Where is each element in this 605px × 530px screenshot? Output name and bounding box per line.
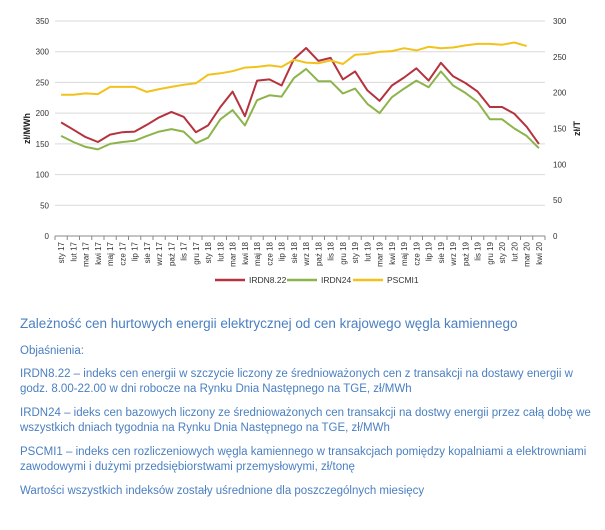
x-tick-label: gru 18 bbox=[339, 241, 348, 264]
y-left-tick-label: 150 bbox=[36, 140, 50, 149]
x-tick-label: lis 17 bbox=[180, 241, 189, 260]
x-tick-label: kwi 17 bbox=[94, 241, 103, 264]
legend-label: IRDN8.22 bbox=[249, 275, 287, 285]
x-tick-label: sty 17 bbox=[57, 241, 66, 263]
x-tick-label: lis 19 bbox=[474, 241, 483, 260]
x-tick-label: maj 18 bbox=[253, 241, 262, 266]
y-left-axis-title: zł/MWh bbox=[22, 113, 32, 144]
x-tick-label: kwi 19 bbox=[388, 241, 397, 264]
series-line-irdn24 bbox=[60, 67, 540, 151]
x-tick-label: cze 19 bbox=[412, 241, 421, 265]
x-tick-label: kwi 18 bbox=[241, 241, 250, 264]
explanation-averaging-note: Wartości wszystkich indeksów zostały uśr… bbox=[20, 485, 425, 497]
x-tick-label: wrz 17 bbox=[155, 241, 164, 266]
x-tick-label: lut 18 bbox=[216, 241, 225, 261]
legend-label: IRDN24 bbox=[321, 275, 352, 285]
y-left-tick-label: 350 bbox=[36, 17, 50, 26]
caption-area: Zależność cen hurtowych energii elektryc… bbox=[20, 316, 595, 508]
x-tick-label: paź 18 bbox=[314, 241, 323, 266]
x-tick-label: paź 19 bbox=[461, 241, 470, 266]
x-tick-label: wrz 19 bbox=[449, 241, 458, 266]
x-tick-label: paź 17 bbox=[167, 241, 176, 266]
explanation-pscmi1: PSCMI1 – indeks cen rozliczeniowych węgl… bbox=[20, 446, 587, 473]
x-tick-label: lip 19 bbox=[425, 241, 434, 261]
y-right-tick-labels: 0 50 100 150 200 250 300 bbox=[553, 17, 567, 241]
explanation-irdn822: IRDN8.22 – indeks cen energii w szczycie… bbox=[20, 368, 573, 395]
y-left-tick-label: 100 bbox=[36, 171, 50, 180]
x-tick-labels: sty 17 lut 17 mar 17 kwi 17 maj 17 cze 17 lip … bbox=[54, 236, 546, 267]
chart-grid bbox=[55, 20, 545, 237]
x-tick-label: mar 18 bbox=[229, 241, 238, 266]
x-tick-label: mar 20 bbox=[523, 241, 532, 266]
chart-legend: IRDN8.22 IRDN24 PSCMI1 bbox=[215, 275, 419, 285]
x-tick-label: lut 19 bbox=[363, 241, 372, 261]
x-tick-label: sie 17 bbox=[143, 241, 152, 263]
y-left-tick-label: 300 bbox=[36, 48, 50, 57]
x-tick-label: kwi 20 bbox=[535, 241, 544, 264]
x-tick-label: gru 19 bbox=[486, 241, 495, 264]
explanations-heading: Objaśnienia: bbox=[20, 345, 84, 357]
explanation-irdn24: IRDN24 – ideks cen bazowych liczony ze ś… bbox=[20, 407, 591, 434]
y-right-tick-label: 50 bbox=[553, 196, 562, 205]
y-right-tick-label: 100 bbox=[553, 160, 567, 169]
x-tick-label: lip 18 bbox=[278, 241, 287, 261]
x-tick-label: mar 17 bbox=[82, 241, 91, 266]
x-tick-label: maj 19 bbox=[400, 241, 409, 266]
x-tick-label: gru 17 bbox=[192, 241, 201, 264]
x-tick-label: cze 18 bbox=[265, 241, 274, 265]
y-left-tick-label: 0 bbox=[45, 232, 50, 241]
x-tick-label: sie 18 bbox=[290, 241, 299, 263]
x-tick-label: lip 17 bbox=[131, 241, 140, 261]
y-right-tick-label: 250 bbox=[553, 53, 567, 62]
y-left-tick-label: 50 bbox=[40, 201, 49, 210]
x-tick-label: sie 19 bbox=[437, 241, 446, 263]
x-tick-label: sty 20 bbox=[498, 241, 507, 263]
x-tick-label: maj 17 bbox=[106, 241, 115, 266]
y-left-tick-labels: 0 50 100 150 200 250 300 350 bbox=[36, 17, 50, 241]
x-tick-label: lut 20 bbox=[510, 241, 519, 261]
y-left-tick-label: 200 bbox=[36, 109, 50, 118]
y-left-tick-label: 250 bbox=[36, 78, 50, 87]
x-tick-label: mar 19 bbox=[376, 241, 385, 266]
legend-label: PSCMI1 bbox=[387, 275, 419, 285]
y-right-axis-title: zł/T bbox=[572, 120, 582, 136]
x-tick-label: cze 17 bbox=[118, 241, 127, 265]
x-tick-label: sty 19 bbox=[351, 241, 360, 263]
x-tick-label: lis 18 bbox=[327, 241, 336, 260]
series-line-pscmi1 bbox=[61, 41, 527, 96]
x-tick-label: lut 17 bbox=[69, 241, 78, 261]
x-tick-label: sty 18 bbox=[204, 241, 213, 263]
caption-title: Zależność cen hurtowych energii elektryc… bbox=[20, 316, 518, 331]
price-chart: 0 50 100 150 200 250 300 350 0 50 100 150 200 250 300… bbox=[22, 17, 582, 285]
x-tick-label: wrz 18 bbox=[302, 241, 311, 266]
series-line-irdn822 bbox=[60, 47, 540, 145]
y-right-tick-label: 150 bbox=[553, 125, 567, 134]
y-right-tick-label: 200 bbox=[553, 89, 567, 98]
y-right-tick-label: 300 bbox=[553, 17, 567, 26]
y-right-tick-label: 0 bbox=[553, 232, 558, 241]
chart-series bbox=[60, 41, 540, 151]
